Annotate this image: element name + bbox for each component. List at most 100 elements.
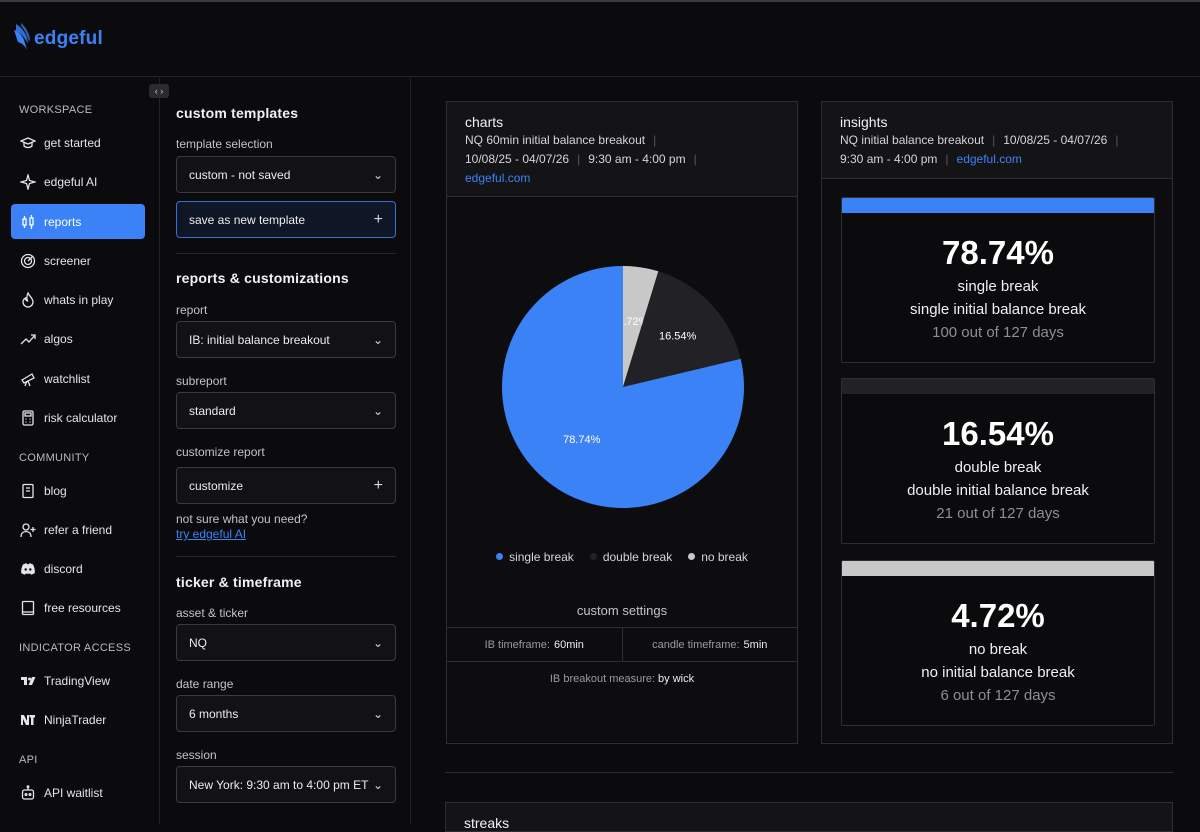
chevron-down-icon: ⌄ — [372, 635, 383, 650]
sidebar-item-get-started[interactable]: get started — [11, 125, 145, 160]
top-header: edgeful — [0, 2, 1200, 77]
sidebar-item-label: screener — [44, 253, 91, 268]
save-template-button[interactable]: save as new template + — [176, 201, 396, 238]
insight-description: single initial balance break — [910, 301, 1086, 318]
pie-label-double-break: 16.54% — [659, 331, 697, 343]
graduation-cap-icon — [19, 134, 37, 152]
custom-settings-title: custom settings — [576, 603, 668, 618]
sidebar-item-watchlist[interactable]: watchlist — [11, 361, 145, 396]
insight-name: double break — [954, 459, 1042, 476]
insight-name: single break — [957, 278, 1039, 295]
pie-label-no-break: 4.72% — [617, 316, 648, 328]
session-value: New York: 9:30 am to 4:00 pm ET — [189, 777, 369, 792]
legend-item-single-break[interactable]: single break — [496, 550, 574, 564]
sidebar-item-edgeful-ai[interactable]: edgeful AI — [11, 164, 145, 199]
try-edgeful-ai-link[interactable]: try edgeful AI — [176, 527, 247, 541]
chevron-down-icon: ⌄ — [372, 403, 383, 418]
brand-logo[interactable]: edgeful — [12, 22, 103, 52]
pie-slice-no-break[interactable] — [623, 266, 659, 387]
charts-site-link[interactable]: edgeful.com — [465, 171, 531, 185]
pie-label-single-break: 78.74% — [563, 434, 601, 446]
legend-item-no-break[interactable]: no break — [688, 550, 748, 564]
pie-slice-double-break[interactable] — [623, 271, 741, 387]
insights-site-link[interactable]: edgeful.com — [956, 152, 1022, 166]
sidebar: WORKSPACE get started edgeful AI reports… — [0, 78, 160, 824]
insight-description: no initial balance break — [921, 664, 1075, 681]
sidebar-item-risk-calculator[interactable]: risk calculator — [11, 400, 145, 435]
asset-ticker-dropdown[interactable]: NQ ⌄ — [176, 624, 396, 661]
insight-days: 21 out of 127 days — [936, 505, 1060, 522]
radar-icon — [19, 252, 37, 270]
sidebar-item-discord[interactable]: discord — [11, 551, 145, 586]
template-selection-label: template selection — [176, 137, 273, 151]
sidebar-item-label: NinjaTrader — [44, 712, 107, 727]
insight-no-break: 4.72% no break no initial balance break … — [841, 560, 1155, 726]
custom-settings-row: IB timeframe: 60min candle timeframe: 5min — [447, 627, 797, 662]
legend-item-double-break[interactable]: double break — [589, 550, 672, 564]
chevron-down-icon: ⌄ — [372, 706, 383, 721]
sidebar-item-refer-a-friend[interactable]: refer a friend — [11, 512, 145, 547]
date-range-value: 6 months — [189, 706, 239, 721]
sidebar-item-blog[interactable]: blog — [11, 473, 145, 508]
user-plus-icon — [19, 521, 37, 539]
customize-button[interactable]: customize + — [176, 467, 396, 504]
sidebar-item-reports[interactable]: reports — [11, 204, 145, 239]
pie-chart: 4.72% 16.54% 78.74% — [502, 266, 744, 508]
insight-color-bar — [842, 561, 1154, 576]
section-workspace: WORKSPACE — [19, 104, 93, 116]
sidebar-item-api-waitlist[interactable]: API waitlist — [11, 775, 145, 810]
save-template-label: save as new template — [189, 212, 306, 227]
plus-icon: + — [373, 476, 383, 494]
config-panel: custom templates template selection cust… — [161, 78, 411, 824]
charts-card: charts NQ 60min initial balance breakout… — [446, 101, 798, 744]
session-label: session — [176, 748, 217, 762]
sidebar-item-algos[interactable]: algos — [11, 321, 145, 356]
sidebar-item-ninjatrader[interactable]: NinjaTrader — [11, 702, 145, 737]
sidebar-item-label: algos — [44, 331, 73, 346]
insight-name: no break — [968, 641, 1028, 658]
book-open-icon — [19, 599, 37, 617]
session-dropdown[interactable]: New York: 9:30 am to 4:00 pm ET ⌄ — [176, 766, 396, 803]
sidebar-item-label: whats in play — [44, 292, 114, 307]
candle-timeframe-setting: candle timeframe: 5min — [621, 628, 798, 661]
sidebar-item-label: free resources — [44, 600, 121, 615]
insights-title: insights — [840, 114, 888, 130]
asset-ticker-value: NQ — [189, 635, 207, 650]
report-dropdown[interactable]: IB: initial balance breakout ⌄ — [176, 321, 396, 358]
streaks-title: streaks — [464, 815, 510, 831]
chevron-down-icon: ⌄ — [372, 777, 383, 792]
sidebar-item-tradingview[interactable]: TradingView — [11, 663, 145, 698]
charts-title: charts — [465, 114, 504, 130]
date-range-label: date range — [176, 677, 234, 691]
bird-icon — [14, 23, 30, 50]
insight-days: 6 out of 127 days — [940, 687, 1056, 704]
charts-date-range: 10/08/25 - 04/07/26 — [465, 152, 570, 166]
report-value: IB: initial balance breakout — [189, 332, 330, 347]
sidebar-item-label: TradingView — [44, 673, 111, 688]
book-icon — [19, 482, 37, 500]
sidebar-item-whats-in-play[interactable]: whats in play — [11, 282, 145, 317]
ib-timeframe-setting: IB timeframe: 60min — [484, 638, 584, 651]
insight-percentage: 16.54% — [942, 415, 1054, 452]
subreport-dropdown[interactable]: standard ⌄ — [176, 392, 396, 429]
insight-color-bar — [842, 379, 1154, 394]
date-range-dropdown[interactable]: 6 months ⌄ — [176, 695, 396, 732]
help-hint: not sure what you need? — [176, 512, 308, 526]
insight-percentage: 78.74% — [942, 234, 1054, 271]
insights-report-name: NQ initial balance breakout — [840, 133, 985, 147]
ninjatrader-icon — [19, 711, 37, 729]
ib-breakout-measure-setting: IB breakout measure: by wick — [549, 673, 695, 685]
insights-meta-line-2: 9:30 am - 4:00 pm | edgeful.com — [840, 152, 1022, 166]
subreport-label: subreport — [176, 374, 227, 388]
pie-slice-single-break[interactable] — [502, 266, 744, 508]
template-selection-dropdown[interactable]: custom - not saved ⌄ — [176, 156, 396, 193]
calculator-icon — [19, 409, 37, 427]
sidebar-item-label: refer a friend — [44, 522, 113, 537]
plus-icon: + — [373, 210, 383, 228]
insight-color-bar — [842, 198, 1154, 213]
subreport-value: standard — [189, 403, 236, 418]
sidebar-item-screener[interactable]: screener — [11, 243, 145, 278]
sidebar-item-free-resources[interactable]: free resources — [11, 590, 145, 625]
sidebar-collapse-button[interactable]: ‹ › — [149, 84, 169, 98]
sparkle-icon — [19, 173, 37, 191]
